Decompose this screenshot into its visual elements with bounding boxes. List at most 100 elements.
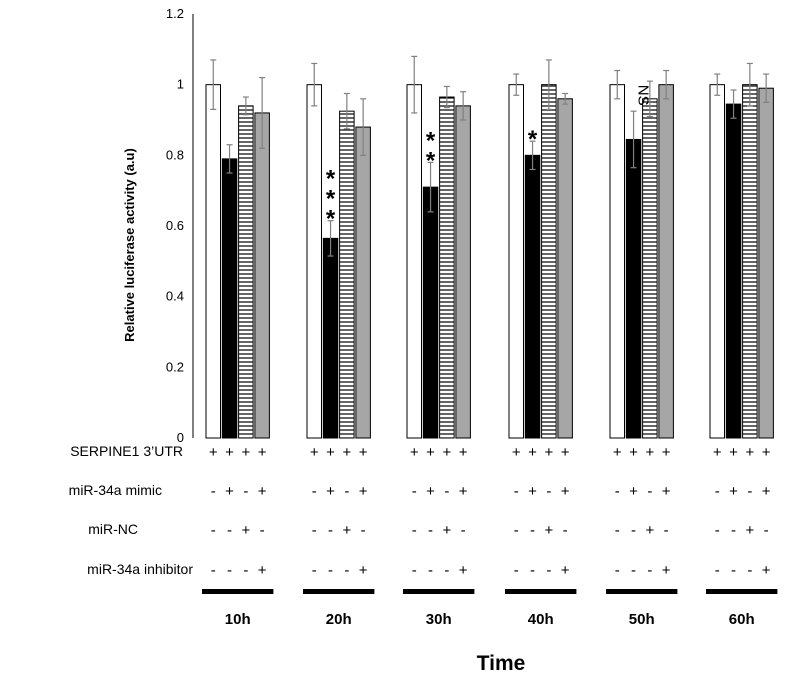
condition-label: SERPINE1 3’UTR (70, 443, 183, 459)
condition-sign: - (731, 522, 736, 539)
condition-sign: - (647, 483, 652, 500)
condition-table: SERPINE1 3’UTR + + + + + + + + + + + + + + + + + + + + + + + + mi… (69, 443, 771, 579)
condition-sign: - (312, 522, 317, 539)
condition-sign: + (326, 444, 335, 461)
error-bar (311, 62, 318, 107)
error-bar (513, 73, 520, 96)
condition-sign: + (426, 483, 435, 500)
significance-label: * (528, 126, 538, 153)
condition-sign: + (326, 483, 335, 500)
bar (524, 154, 541, 439)
condition-sign: - (444, 483, 449, 500)
condition-sign: - (227, 562, 232, 579)
group-label: 60h (729, 611, 755, 628)
error-bar (730, 89, 737, 119)
group-bracket (202, 589, 274, 594)
condition-sign: - (260, 522, 265, 539)
y-axis-ticks: 0 0.2 0.4 0.6 0.8 1 1.2 (166, 6, 184, 445)
condition-sign: + (662, 444, 671, 461)
condition-sign: - (715, 562, 720, 579)
bar (406, 84, 422, 439)
condition-label: miR-34a mimic (69, 482, 162, 498)
bar (642, 98, 658, 439)
condition-sign: - (514, 483, 519, 500)
condition-sign: - (344, 483, 349, 500)
bar (709, 84, 725, 439)
bar (205, 84, 221, 439)
condition-sign: - (412, 483, 417, 500)
bar (725, 103, 742, 439)
group-bracket (706, 589, 778, 594)
bar (306, 84, 322, 439)
condition-sign: + (225, 483, 234, 500)
condition-sign: + (342, 522, 351, 539)
group-label: 30h (426, 611, 452, 628)
error-bar (714, 73, 721, 96)
condition-sign: + (426, 444, 435, 461)
group-label: 10h (225, 611, 251, 628)
condition-sign: + (662, 483, 671, 500)
significance-label: NS (635, 85, 652, 106)
condition-sign: + (410, 444, 419, 461)
condition-label: miR-NC (88, 521, 138, 537)
condition-sign: - (530, 562, 535, 579)
condition-sign: + (629, 444, 638, 461)
condition-sign: + (729, 483, 738, 500)
condition-sign: + (645, 444, 654, 461)
condition-sign: + (258, 444, 267, 461)
y-tick-label: 0 (177, 430, 184, 445)
error-bar (746, 62, 753, 107)
condition-sign: + (258, 562, 267, 579)
condition-sign: + (762, 562, 771, 579)
condition-sign: - (747, 483, 752, 500)
condition-sign: + (241, 522, 250, 539)
error-bar (411, 55, 418, 114)
y-tick-label: 1 (177, 77, 184, 92)
condition-sign: + (762, 444, 771, 461)
condition-sign: + (512, 444, 521, 461)
y-tick-label: 0.4 (166, 289, 184, 304)
bar (422, 186, 439, 439)
error-bar (646, 80, 653, 118)
significance-annotations: * * ** **NS (326, 85, 652, 233)
bar (609, 84, 625, 439)
condition-sign: - (514, 562, 519, 579)
condition-sign: + (561, 562, 570, 579)
y-tick-label: 0.8 (166, 147, 184, 162)
condition-sign: - (461, 522, 466, 539)
condition-sign: + (209, 444, 218, 461)
condition-sign: + (342, 444, 351, 461)
condition-sign: + (225, 444, 234, 461)
error-bar (427, 161, 434, 213)
condition-sign: - (428, 562, 433, 579)
condition-sign: - (631, 562, 636, 579)
condition-sign: + (544, 522, 553, 539)
x-axis-title: Time (477, 652, 526, 675)
condition-sign: + (713, 444, 722, 461)
bar (557, 98, 573, 439)
condition-sign: - (615, 522, 620, 539)
error-bar (763, 73, 770, 103)
condition-label: miR-34a inhibitor (87, 561, 193, 577)
group-bracket (303, 589, 375, 594)
condition-sign: - (243, 562, 248, 579)
bar (658, 84, 674, 439)
condition-sign: + (459, 562, 468, 579)
condition-sign: - (615, 562, 620, 579)
error-bar (343, 92, 350, 130)
condition-sign: - (328, 562, 333, 579)
error-bar (663, 69, 670, 100)
error-bar (545, 59, 552, 111)
condition-sign: + (629, 483, 638, 500)
condition-sign: - (715, 483, 720, 500)
group-bracket (505, 589, 577, 594)
condition-sign: + (359, 562, 368, 579)
condition-sign: + (613, 444, 622, 461)
condition-sign: - (211, 522, 216, 539)
condition-sign: - (412, 522, 417, 539)
condition-sign: + (442, 444, 451, 461)
condition-sign: + (241, 444, 250, 461)
condition-sign: - (211, 483, 216, 500)
condition-sign: - (615, 483, 620, 500)
